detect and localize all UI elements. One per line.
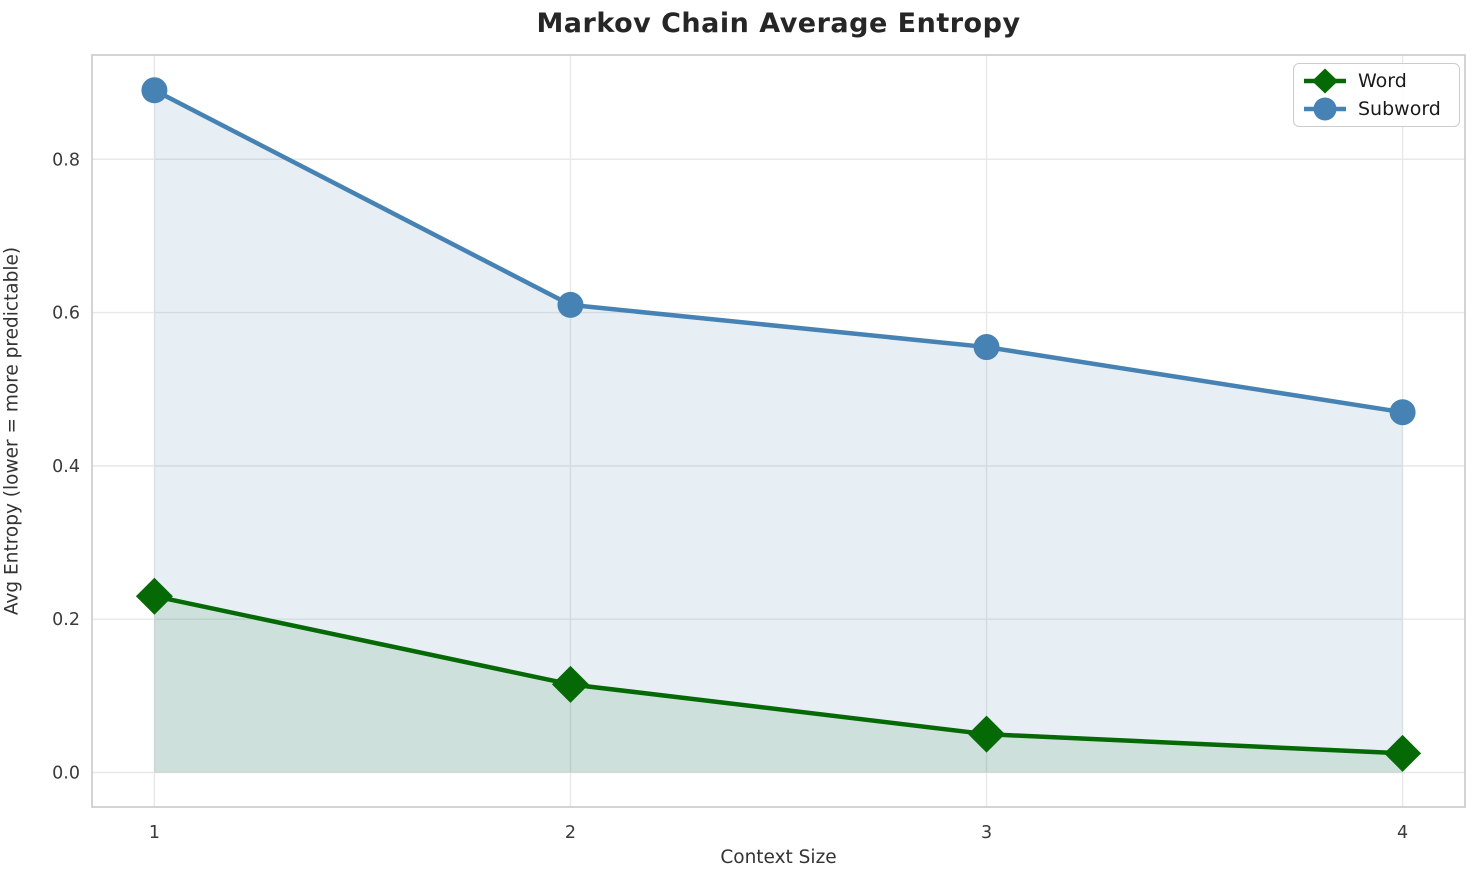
subword-area-fill [154, 90, 1403, 773]
legend-label-subword: Subword [1358, 98, 1441, 120]
x-tick-label: 2 [565, 823, 576, 843]
legend-label-word: Word [1358, 70, 1407, 92]
y-tick-label: 0.4 [52, 457, 80, 477]
y-tick-label: 0.2 [52, 610, 80, 630]
x-tick-label: 3 [981, 823, 992, 843]
x-tick-label: 4 [1397, 823, 1408, 843]
legend-entry-word: Word [1302, 68, 1451, 94]
x-axis-label: Context Size [720, 847, 837, 868]
word-marker [135, 577, 173, 615]
chart-title: Markov Chain Average Entropy [536, 8, 1021, 39]
subword-marker [1389, 399, 1416, 426]
subword-marker [557, 291, 584, 318]
x-tick-label: 1 [149, 823, 160, 843]
subword-marker [141, 77, 168, 104]
word-line [152, 593, 1405, 756]
word-legend-marker-icon [1304, 68, 1346, 94]
subword-legend-marker-icon [1304, 97, 1346, 121]
y-tick-label: 0.8 [52, 150, 80, 170]
word-marker [551, 665, 589, 703]
word-area-fill [154, 596, 1403, 773]
subword-marker [973, 334, 1000, 361]
legend-entry-subword: Subword [1302, 96, 1451, 122]
y-axis-label: Avg Entropy (lower = more predictable) [1, 246, 23, 616]
y-tick-label: 0.0 [52, 764, 80, 784]
subword-line [152, 88, 1405, 415]
y-tick-label: 0.6 [52, 304, 80, 324]
plot-border [91, 54, 1466, 808]
legend: Word Subword [1293, 63, 1460, 127]
word-marker [1384, 734, 1422, 772]
word-marker [968, 715, 1006, 753]
